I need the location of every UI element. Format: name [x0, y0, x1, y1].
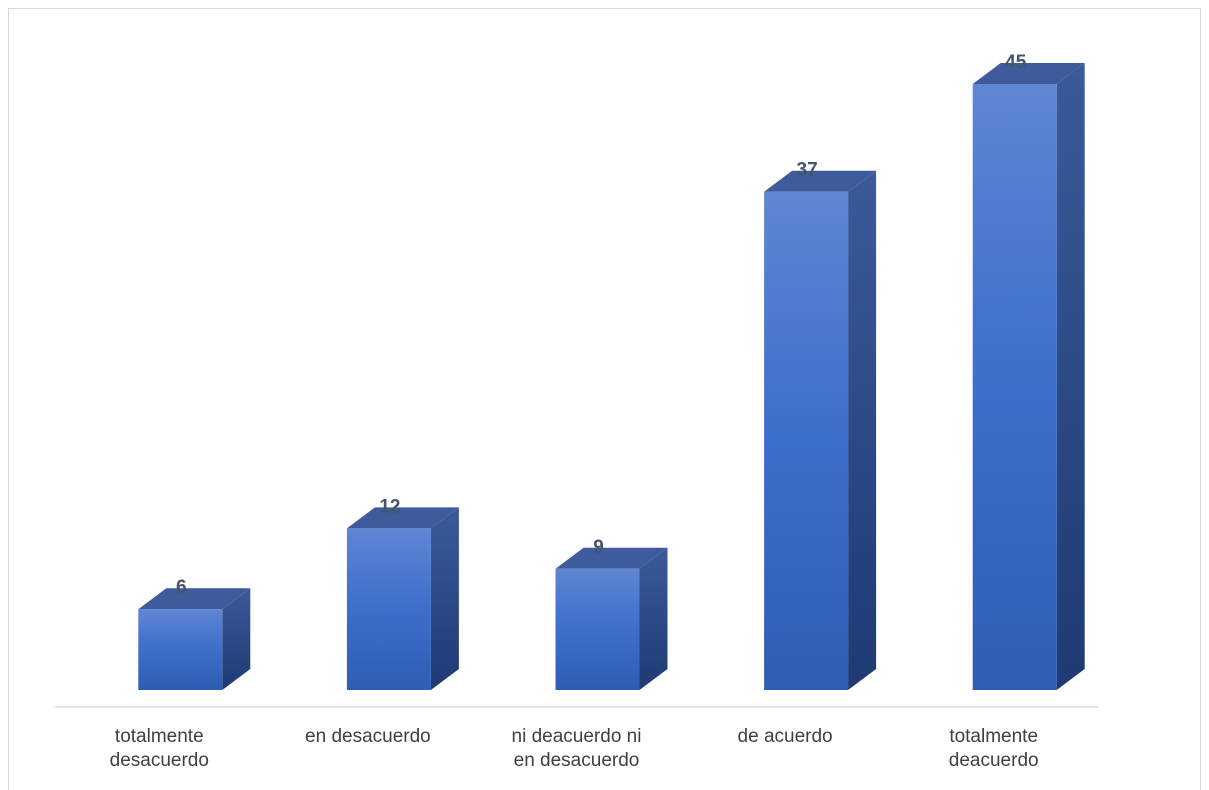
bar-top: [555, 547, 668, 569]
x-tick-label: totalmente deacuerdo: [948, 726, 1039, 771]
bar-top: [138, 588, 251, 610]
chart-frame: [8, 8, 1201, 790]
x-tick-label: totalmente desacuerdo: [109, 726, 209, 771]
bar: [764, 170, 877, 690]
bar-front: [764, 191, 849, 690]
bar-side: [639, 547, 668, 690]
value-label: 12: [379, 496, 400, 517]
bar-front: [555, 568, 640, 690]
bar-top: [972, 63, 1085, 84]
value-label: 37: [797, 160, 818, 181]
bar: [346, 507, 459, 690]
bar: [972, 63, 1085, 690]
x-tick-label: en desacuerdo: [305, 726, 431, 747]
bar-front: [972, 84, 1057, 690]
value-label: 45: [1005, 52, 1027, 73]
bar-top: [764, 170, 877, 192]
bar-side: [430, 507, 459, 690]
bar-side: [1056, 63, 1085, 690]
bar-front: [346, 528, 431, 690]
bar: [138, 588, 251, 690]
bar-side: [848, 170, 877, 690]
bar-front: [138, 609, 223, 690]
x-tick-label: de acuerdo: [737, 726, 833, 747]
value-label: 6: [176, 577, 187, 598]
x-tick-label: ni deacuerdo ni en desacuerdo: [511, 726, 642, 771]
bar: [555, 547, 668, 690]
value-label: 9: [593, 537, 604, 558]
bar-top: [346, 507, 459, 529]
bar-side: [222, 588, 251, 690]
